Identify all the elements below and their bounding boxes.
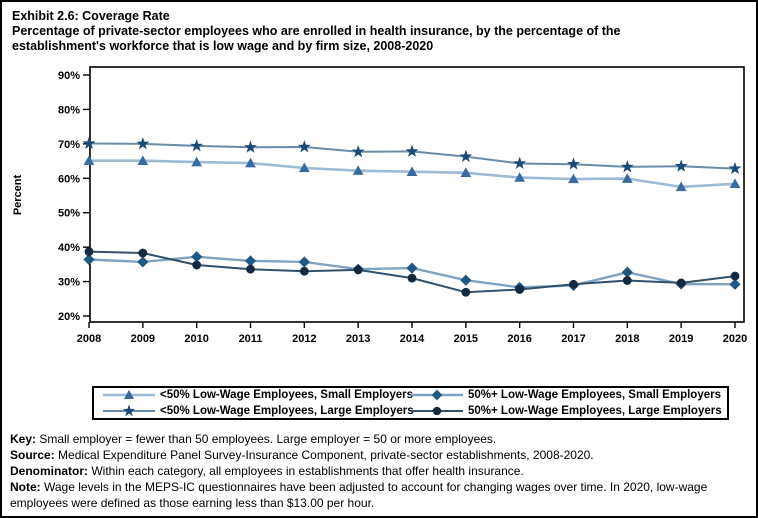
legend-label: <50% Low-Wage Employees, Small Employers — [160, 389, 413, 401]
svg-text:30%: 30% — [58, 277, 80, 289]
svg-text:70%: 70% — [58, 139, 80, 151]
coverage-rate-line-chart: 20% 30% 40% 50% 60% 70% 80% 90% 2008 2009 2010 2011… — [12, 66, 747, 345]
footnote-key-label: Key: — [10, 432, 37, 446]
svg-text:2018: 2018 — [615, 333, 639, 345]
svg-text:80%: 80% — [58, 104, 80, 116]
footnote-source: Source: Medical Expenditure Panel Survey… — [10, 447, 752, 463]
chart-legend: <50% Low-Wage Employees, Small Employers… — [92, 386, 729, 420]
legend-item: <50% Low-Wage Employees, Small Employers — [96, 387, 413, 403]
svg-text:2016: 2016 — [507, 333, 531, 345]
footnote-source-text: Medical Expenditure Panel Survey-Insuran… — [54, 448, 594, 462]
footnote-note: Note: Wage levels in the MEPS-IC questio… — [10, 479, 752, 511]
svg-text:2014: 2014 — [400, 333, 425, 345]
svg-text:50%: 50% — [58, 208, 80, 220]
svg-text:2008: 2008 — [77, 333, 101, 345]
chart-subtitle: Percentage of private-sector employees w… — [12, 24, 621, 53]
svg-text:2020: 2020 — [723, 333, 747, 345]
svg-text:2009: 2009 — [131, 333, 155, 345]
footnote-key-text: Small employer = fewer than 50 employees… — [36, 432, 497, 446]
diamond-line-marker-icon — [410, 388, 464, 402]
footnote-denominator-text: Within each category, all employees in e… — [88, 464, 524, 478]
footnote-key: Key: Small employer = fewer than 50 empl… — [10, 431, 752, 447]
legend-item: 50%+ Low-Wage Employees, Large Employers — [404, 403, 725, 419]
footnote-note-text: Wage levels in the MEPS-IC questionnaire… — [10, 480, 708, 510]
footnotes: Key: Small employer = fewer than 50 empl… — [10, 431, 752, 511]
svg-text:Percent: Percent — [12, 174, 24, 215]
legend-label: 50%+ Low-Wage Employees, Large Employers — [468, 405, 722, 417]
svg-text:90%: 90% — [58, 70, 80, 82]
footnote-denominator-label: Denominator: — [10, 464, 88, 478]
triangle-line-marker-icon — [102, 388, 156, 402]
title-block: Exhibit 2.6: Coverage Rate Percentage of… — [12, 9, 722, 54]
footnote-denominator: Denominator: Within each category, all e… — [10, 463, 752, 479]
svg-text:60%: 60% — [58, 173, 80, 185]
svg-text:40%: 40% — [58, 242, 80, 254]
circle-line-marker-icon — [410, 404, 464, 418]
legend-label: <50% Low-Wage Employees, Large Employers — [160, 405, 414, 417]
svg-text:2013: 2013 — [346, 333, 370, 345]
svg-text:2017: 2017 — [561, 333, 585, 345]
legend-label: 50%+ Low-Wage Employees, Small Employers — [468, 389, 721, 401]
footnote-note-label: Note: — [10, 480, 41, 494]
legend-item: <50% Low-Wage Employees, Large Employers — [96, 403, 414, 419]
svg-text:2015: 2015 — [454, 333, 478, 345]
svg-text:20%: 20% — [58, 311, 80, 323]
svg-text:2019: 2019 — [669, 333, 693, 345]
svg-text:2012: 2012 — [292, 333, 316, 345]
legend-item: 50%+ Low-Wage Employees, Small Employers — [404, 387, 725, 403]
page-title: Exhibit 2.6: Coverage Rate — [12, 9, 170, 23]
svg-text:2010: 2010 — [184, 333, 208, 345]
footnote-source-label: Source: — [10, 448, 55, 462]
star-line-marker-icon — [102, 404, 156, 418]
svg-text:2011: 2011 — [239, 333, 263, 345]
